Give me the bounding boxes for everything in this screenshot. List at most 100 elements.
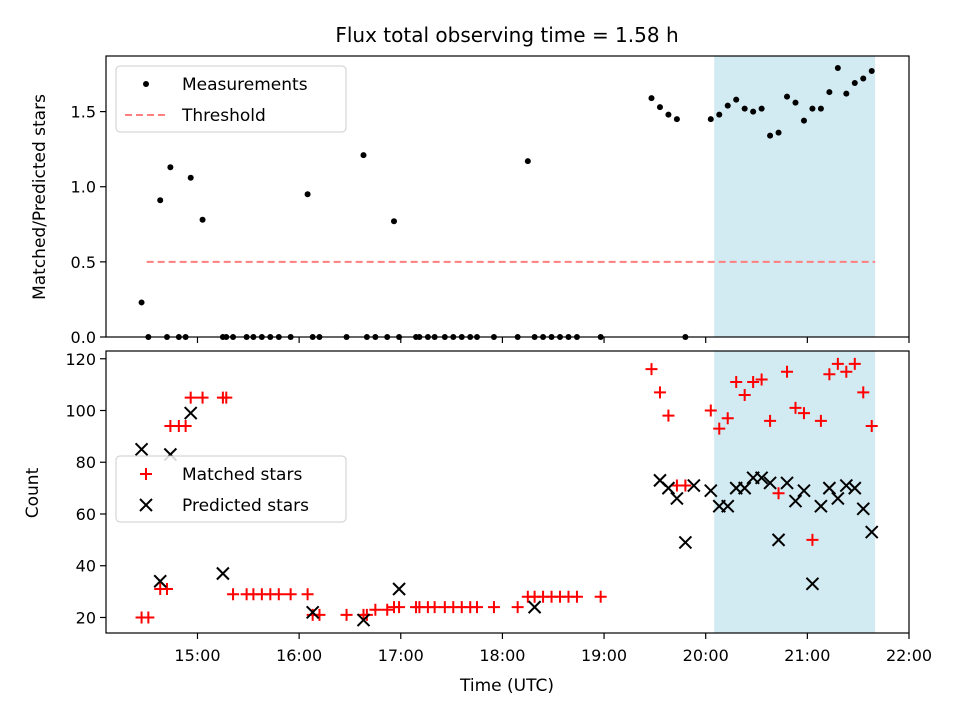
matched-stars-point [570,590,583,603]
predicted-stars-point [737,481,752,495]
matched-stars-point [160,583,173,596]
predicted-stars-point [831,491,845,506]
bottom-y-tick-label: 40 [76,557,96,576]
matched-stars-point [653,386,666,399]
top-y-tick-label: 0.5 [71,253,96,272]
predicted-stars-point [704,483,718,498]
measurement-point [167,164,174,171]
x-tick-label: 17:00 [378,646,424,665]
measurement-point [826,89,833,96]
predicted-stars-point [661,481,676,495]
measurement-point [187,174,194,181]
matched-stars-point [340,608,353,621]
predicted-stars-point [721,499,735,513]
measurement-point [724,102,731,109]
x-tick-label: 22:00 [886,646,932,665]
bottom-y-tick-label: 100 [65,402,96,421]
predicted-stars-point [392,582,406,596]
measurement-point [851,80,858,87]
x-axis-label: Time (UTC) [459,676,554,696]
bottom-y-tick-label: 60 [76,505,96,524]
top-y-axis-label: Matched/Predicted stars [30,94,50,300]
matched-stars-point [679,479,692,492]
measurement-point [834,65,841,72]
top-legend-label: Measurements [182,75,308,95]
flux-ratio-plot: 0.0 0.5 1.0 1.5 Measurements Threshold [71,55,910,347]
measurement-point [800,117,807,124]
matched-stars-point [301,588,314,601]
bottom-legend: Matched stars Predicted stars [115,455,347,523]
predicted-stars-point [216,566,230,581]
matched-stars-point [272,588,285,601]
top-y-tick-label: 1.0 [71,178,96,197]
predicted-stars-point [670,491,684,506]
matched-stars-point [645,363,658,376]
matched-stars-point [369,603,382,616]
matched-stars-point [772,487,785,500]
matched-stars-point [471,601,484,614]
measurement-point [733,96,740,103]
predicted-stars-point [771,533,786,547]
matched-stars-point [284,588,297,601]
measurement-point [775,129,782,136]
matched-stars-point [360,608,373,621]
matched-stars-point [789,401,802,414]
predicted-stars-point [687,478,701,493]
predicted-stars-point [856,502,870,516]
bottom-y-tick-label: 120 [65,350,96,369]
bottom-legend-label: Matched stars [182,465,302,485]
predicted-stars-point [865,525,879,539]
predicted-stars-point [134,442,149,457]
top-y-tick-label: 1.5 [71,103,96,122]
matched-stars-point [721,412,734,425]
x-tick-label: 16:00 [276,646,322,665]
matched-stars-point [730,376,743,389]
bottom-axes-frame [105,350,910,634]
measurement-point [809,105,816,112]
predicted-stars-point [797,483,811,498]
chart-title: Flux total observing time = 1.58 h [335,23,678,47]
matched-stars-point [713,422,726,435]
measurement-point [750,108,757,115]
measurement-point [843,90,850,97]
matched-stars-point [738,388,751,401]
predicted-stars-point [305,605,320,620]
bottom-legend-label: Predicted stars [182,496,309,516]
legend-matched-marker [140,468,152,480]
predicted-stars-point [763,476,777,490]
top-axes-frame [105,55,910,338]
matched-stars-point [662,409,675,422]
matched-stars-point [747,376,760,389]
matched-stars-point [594,590,607,603]
matched-stars-point [142,611,155,624]
measurement-point [304,191,311,198]
measurement-point [157,197,164,204]
matched-stars-point [381,603,394,616]
x-tick-label: 15:00 [174,646,220,665]
measurement-point [656,104,663,111]
measurement-point [390,218,397,225]
predicted-stars-point [839,478,854,493]
matched-stars-point [764,414,777,427]
matched-stars-point [179,420,192,433]
top-y-tick-label: 0.0 [71,328,96,347]
measurement-point [868,68,875,75]
matched-stars-point [840,365,853,378]
measurement-point [665,111,672,118]
matched-stars-point [814,414,827,427]
x-tick-label: 20:00 [683,646,729,665]
matched-stars-point [797,407,810,420]
predicted-stars-point [814,499,828,513]
measurement-point [360,152,367,159]
predicted-stars-point [754,471,769,485]
legend-measurements-marker [143,81,149,87]
bottom-y-tick-label: 80 [76,453,96,472]
x-tick-label: 21:00 [784,646,830,665]
matched-stars-point [184,391,197,404]
predicted-stars-point [788,494,803,508]
matched-stars-point [704,404,717,417]
predicted-stars-point [153,574,167,588]
measurement-point [199,216,206,223]
matched-stars-point [487,601,500,614]
